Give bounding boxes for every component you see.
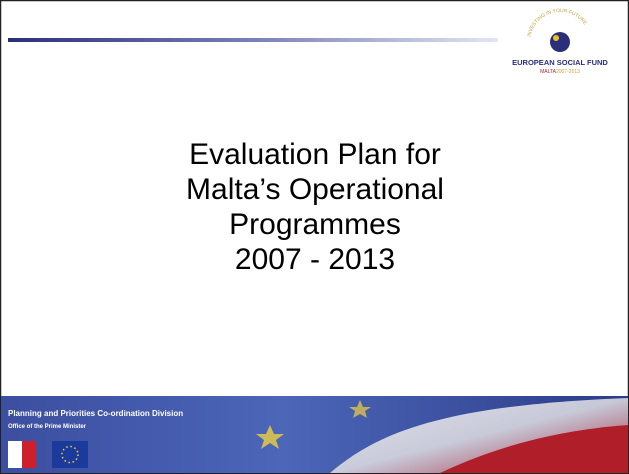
malta-flag bbox=[8, 441, 36, 468]
eu-stars bbox=[61, 445, 79, 464]
footer-division: Planning and Priorities Co-ordination Di… bbox=[8, 409, 183, 418]
eu-flag bbox=[52, 441, 88, 468]
footer-flag-red bbox=[440, 425, 628, 473]
eu-field bbox=[52, 441, 88, 468]
title-line: Evaluation Plan for bbox=[189, 138, 441, 171]
footer-banner: Planning and Priorities Co-ordination Di… bbox=[1, 396, 628, 473]
title-line: Programmes bbox=[229, 208, 401, 241]
title-line: 2007 - 2013 bbox=[235, 243, 395, 276]
logo-emblem bbox=[550, 32, 570, 52]
flag-white bbox=[8, 441, 22, 468]
footer-office: Office of the Prime Minister bbox=[8, 424, 87, 430]
logo-country: MALTA bbox=[540, 69, 557, 75]
flag-red bbox=[22, 441, 36, 468]
footer-star bbox=[349, 400, 371, 418]
title: Evaluation Plan for Malta’s Operational … bbox=[186, 138, 444, 276]
header-rule bbox=[8, 38, 498, 42]
logo-emblem-dot bbox=[553, 35, 559, 41]
logo-name: EUROPEAN SOCIAL FUND bbox=[512, 58, 608, 67]
title-line: Malta’s Operational bbox=[186, 173, 444, 206]
logo-years: 2007-2013 bbox=[556, 69, 580, 75]
logo-sub: MALTA2007-2013 bbox=[540, 69, 580, 75]
footer-star bbox=[256, 425, 284, 449]
